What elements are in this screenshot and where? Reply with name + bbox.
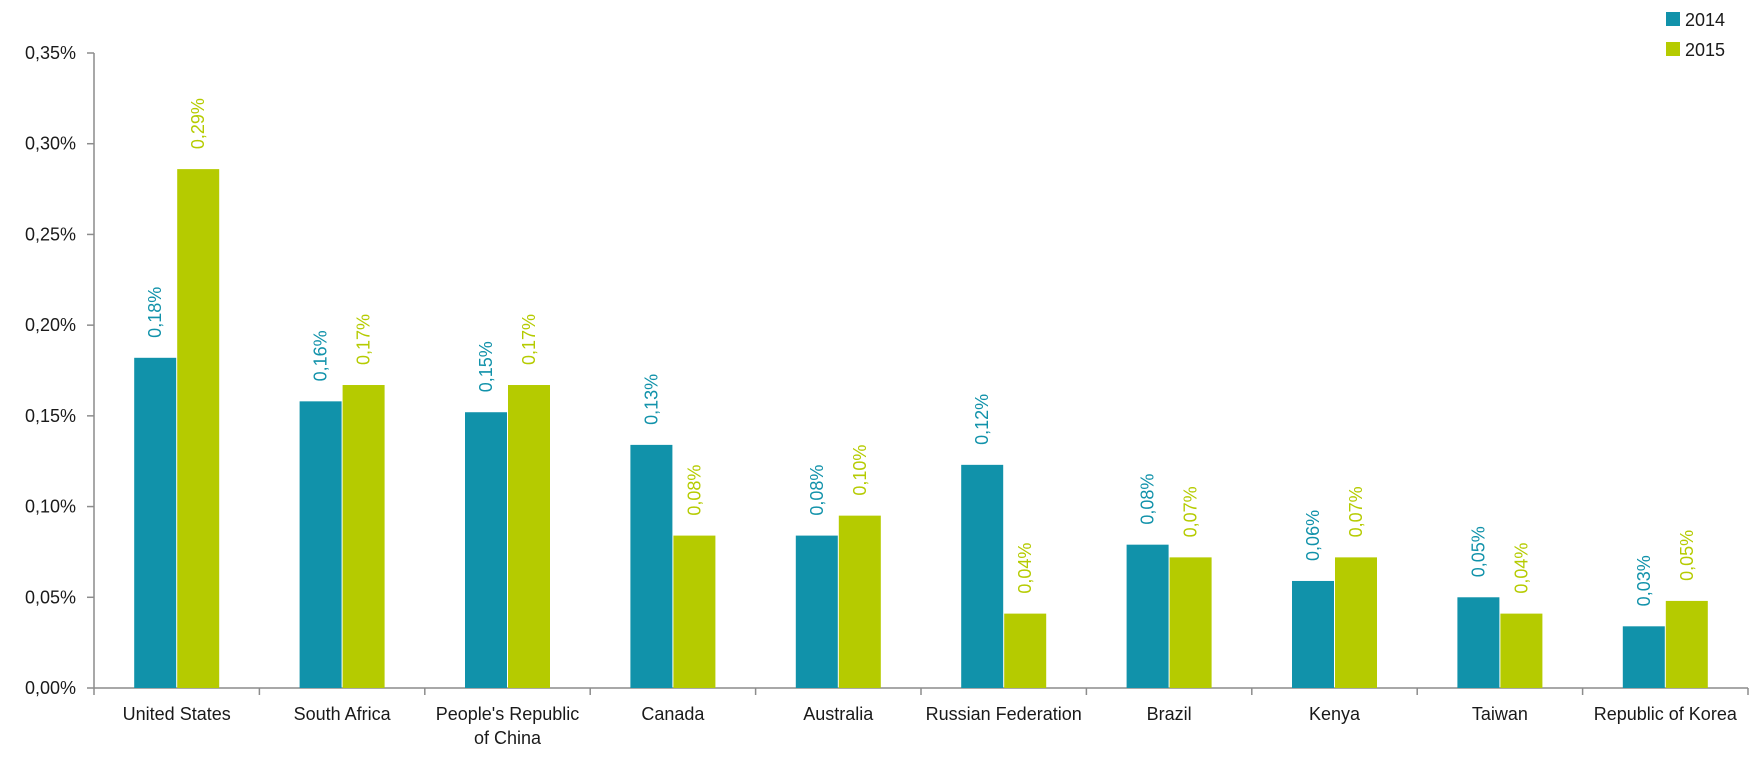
bar-2014 bbox=[795, 535, 838, 688]
y-tick-label: 0,15% bbox=[25, 406, 76, 426]
data-label-2015: 0,04% bbox=[1015, 543, 1035, 594]
data-label-2014: 0,05% bbox=[1468, 526, 1488, 577]
y-tick-label: 0,35% bbox=[25, 43, 76, 63]
y-tick-label: 0,25% bbox=[25, 224, 76, 244]
bar-2015 bbox=[1335, 557, 1377, 688]
y-tick-label: 0,30% bbox=[25, 134, 76, 154]
bar-2014 bbox=[465, 412, 507, 688]
data-label-2015: 0,08% bbox=[684, 465, 704, 516]
y-tick-label: 0,05% bbox=[25, 587, 76, 607]
bar-2014 bbox=[299, 401, 342, 688]
data-label-2015: 0,29% bbox=[188, 98, 208, 149]
data-label-2014: 0,08% bbox=[1138, 474, 1158, 525]
x-category-label: Canada bbox=[641, 704, 705, 724]
y-tick-label: 0,10% bbox=[25, 497, 76, 517]
bar-2015 bbox=[177, 169, 220, 689]
data-label-2015: 0,07% bbox=[1346, 486, 1366, 537]
x-category-label: Australia bbox=[803, 704, 874, 724]
data-label-2014: 0,06% bbox=[1303, 510, 1323, 561]
bar-2014 bbox=[961, 464, 1004, 688]
x-category-label: Kenya bbox=[1309, 704, 1361, 724]
legend-swatch-2015 bbox=[1666, 42, 1680, 56]
data-label-2014: 0,16% bbox=[311, 330, 331, 381]
x-category-label: Republic of Korea bbox=[1594, 704, 1738, 724]
data-label-2014: 0,12% bbox=[972, 394, 992, 445]
data-label-2015: 0,10% bbox=[850, 445, 870, 496]
legend-swatch-2014 bbox=[1666, 12, 1680, 26]
data-label-2015: 0,04% bbox=[1511, 543, 1531, 594]
bar-2014 bbox=[1292, 580, 1334, 688]
data-label-2014: 0,03% bbox=[1634, 555, 1654, 606]
bar-2014 bbox=[1457, 597, 1500, 688]
bar-2015 bbox=[1169, 557, 1212, 688]
data-label-2014: 0,08% bbox=[807, 465, 827, 516]
x-category-label: of China bbox=[474, 728, 542, 748]
bar-2015 bbox=[342, 385, 385, 688]
data-label-2014: 0,15% bbox=[476, 341, 496, 392]
x-category-label: Russian Federation bbox=[926, 704, 1082, 724]
bar-2015 bbox=[508, 385, 550, 688]
data-label-2015: 0,07% bbox=[1181, 486, 1201, 537]
x-category-label: United States bbox=[123, 704, 231, 724]
bar-2014 bbox=[1126, 544, 1169, 688]
legend-label-2014: 2014 bbox=[1685, 10, 1725, 30]
bar-2015 bbox=[838, 515, 881, 688]
data-label-2015: 0,05% bbox=[1677, 530, 1697, 581]
bar-2015 bbox=[1004, 613, 1047, 688]
bar-2015 bbox=[1665, 600, 1708, 688]
bar-2015 bbox=[1500, 613, 1543, 688]
bar-2015 bbox=[673, 535, 716, 688]
bar-2014 bbox=[630, 444, 673, 688]
bar-2014 bbox=[1622, 626, 1665, 688]
data-label-2014: 0,13% bbox=[641, 374, 661, 425]
legend-label-2015: 2015 bbox=[1685, 40, 1725, 60]
x-category-label: Taiwan bbox=[1472, 704, 1528, 724]
data-label-2014: 0,18% bbox=[145, 287, 165, 338]
data-label-2015: 0,17% bbox=[519, 314, 539, 365]
data-label-2015: 0,17% bbox=[354, 314, 374, 365]
y-tick-label: 0,00% bbox=[25, 678, 76, 698]
y-tick-label: 0,20% bbox=[25, 315, 76, 335]
x-category-label: South Africa bbox=[294, 704, 392, 724]
bar-2014 bbox=[134, 357, 177, 688]
x-category-label: Brazil bbox=[1147, 704, 1192, 724]
x-category-label: People's Republic bbox=[436, 704, 580, 724]
